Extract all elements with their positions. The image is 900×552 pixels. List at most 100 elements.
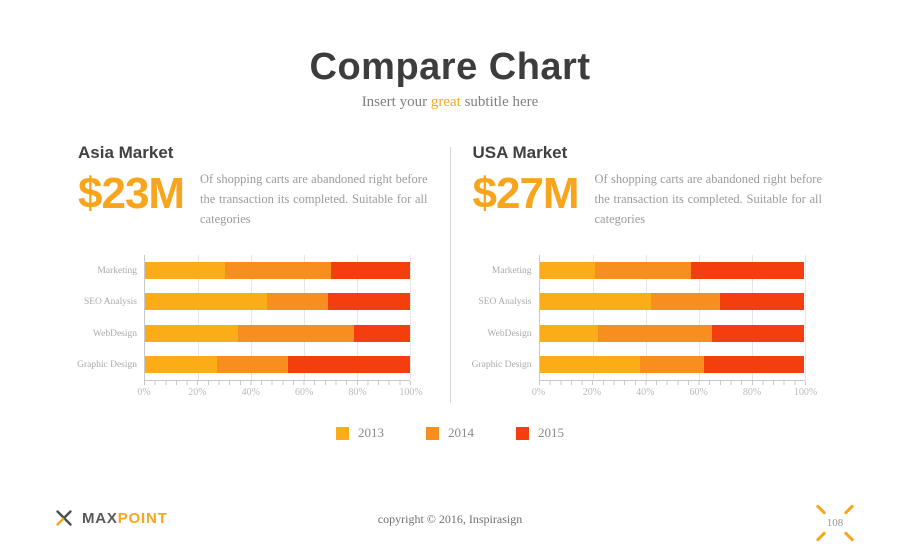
category-label: Marketing bbox=[491, 265, 532, 276]
plot-area bbox=[538, 255, 806, 381]
section-heading: USA Market bbox=[472, 143, 568, 162]
x-axis-labels: 0% 20% 40% 60% 80% 100% bbox=[532, 387, 817, 403]
stat-description: Of shopping carts are abandoned right be… bbox=[594, 172, 823, 226]
category-labels: Marketing SEO Analysis WebDesign Graphic De… bbox=[77, 255, 144, 381]
bar-segment-2014 bbox=[237, 324, 355, 342]
stat-value: $27M bbox=[472, 169, 580, 218]
bar-segment-2013 bbox=[145, 355, 217, 373]
category-label: WebDesign bbox=[92, 328, 137, 339]
bar-segment-2013 bbox=[539, 262, 596, 280]
legend-swatch-icon bbox=[426, 426, 439, 440]
gridline bbox=[198, 255, 199, 380]
axis-tick-label: 100% bbox=[793, 387, 818, 398]
page-number: 108 bbox=[826, 517, 844, 529]
bar-segment-2013 bbox=[145, 293, 267, 311]
gridline bbox=[645, 255, 647, 380]
bar-segment-2013 bbox=[539, 293, 651, 311]
stat-description: Of shopping carts are abandoned right be… bbox=[200, 172, 428, 226]
bar-segment-2015 bbox=[327, 293, 410, 311]
stat-row: $23M Of shopping carts are abandoned rig… bbox=[78, 169, 428, 229]
axis-tick-label: 0% bbox=[137, 387, 151, 398]
legend-label: 2013 bbox=[358, 425, 384, 440]
bar-segment-2013 bbox=[145, 324, 238, 342]
gridline bbox=[592, 255, 594, 380]
axis-tick-label: 80% bbox=[742, 387, 762, 398]
chart-legend: 2013 2014 2015 bbox=[0, 425, 900, 441]
axis-tick-label: 20% bbox=[188, 387, 207, 398]
category-label: SEO Analysis bbox=[478, 297, 532, 308]
axis-tick-label: 60% bbox=[689, 387, 708, 398]
asia-market-section: Asia Market $23M Of shopping carts are a… bbox=[72, 143, 434, 403]
axis-tick-label: 100% bbox=[399, 387, 423, 398]
bar-segment-2015 bbox=[354, 324, 410, 342]
axis-tick-label: 0% bbox=[531, 387, 546, 398]
gridline bbox=[751, 255, 753, 380]
legend-item: 2013 bbox=[336, 425, 384, 441]
axis-tick-marks bbox=[538, 381, 806, 385]
stacked-bar bbox=[145, 262, 410, 280]
axis-tick-marks bbox=[144, 381, 411, 385]
page-title: Compare Chart bbox=[309, 46, 591, 88]
badge-ray-icon bbox=[843, 531, 855, 542]
bar-segment-2015 bbox=[719, 293, 805, 311]
bar-segment-2013 bbox=[539, 324, 598, 342]
axis-tick-label: 40% bbox=[636, 387, 655, 398]
section-divider bbox=[449, 147, 451, 403]
bar-segment-2014 bbox=[595, 262, 691, 280]
stacked-bar bbox=[539, 262, 805, 280]
legend-item: 2015 bbox=[516, 425, 564, 441]
axis-tick-label: 20% bbox=[582, 387, 602, 398]
category-label: WebDesign bbox=[487, 328, 532, 339]
page-subtitle: Insert your great subtitle here bbox=[0, 94, 900, 111]
category-label: Graphic Design bbox=[471, 360, 532, 371]
legend-swatch-icon bbox=[516, 426, 529, 440]
category-label: Marketing bbox=[97, 265, 137, 276]
bar-segment-2014 bbox=[650, 293, 720, 311]
x-axis-labels: 0% 20% 40% 60% 80% 100% bbox=[137, 387, 422, 403]
chart-body: Marketing SEO Analysis WebDesign Graphic De… bbox=[471, 255, 823, 381]
gridline bbox=[698, 255, 700, 380]
badge-ray-icon bbox=[815, 531, 827, 542]
usa-market-chart: Marketing SEO Analysis WebDesign Graphic De… bbox=[471, 255, 823, 403]
content-area: Asia Market $23M Of shopping carts are a… bbox=[0, 143, 900, 403]
legend-label: 2014 bbox=[448, 425, 474, 440]
stat-row: $27M Of shopping carts are abandoned rig… bbox=[473, 169, 823, 229]
category-label: SEO Analysis bbox=[83, 297, 137, 308]
stacked-bar bbox=[145, 293, 410, 311]
subtitle-highlight: great bbox=[430, 94, 461, 110]
legend-swatch-icon bbox=[336, 426, 349, 440]
stacked-bar bbox=[539, 355, 805, 373]
gridline bbox=[304, 255, 305, 380]
stat-value: $23M bbox=[78, 169, 185, 218]
page-number-badge: 108 bbox=[812, 500, 858, 546]
gridline bbox=[251, 255, 252, 380]
chart-body: Marketing SEO Analysis WebDesign Graphic De… bbox=[77, 255, 428, 381]
category-labels: Marketing SEO Analysis WebDesign Graphic De… bbox=[471, 255, 539, 381]
copyright-text: copyright © 2016, Inspirasign bbox=[377, 512, 523, 526]
stacked-bar bbox=[145, 355, 410, 373]
legend-item: 2014 bbox=[426, 425, 474, 441]
asia-market-chart: Marketing SEO Analysis WebDesign Graphic De… bbox=[77, 255, 428, 403]
bar-segment-2015 bbox=[288, 355, 410, 373]
subtitle-text: Insert your bbox=[361, 94, 431, 110]
category-label: Graphic Design bbox=[77, 360, 137, 371]
bar-segment-2013 bbox=[539, 355, 641, 373]
axis-tick-label: 80% bbox=[348, 387, 367, 398]
bar-segment-2015 bbox=[690, 262, 805, 280]
bar-segment-2013 bbox=[145, 262, 225, 280]
bar-segment-2014 bbox=[224, 262, 331, 280]
bar-segment-2014 bbox=[266, 293, 328, 311]
gridline bbox=[410, 255, 411, 380]
bar-segment-2014 bbox=[640, 355, 704, 373]
chart-rows bbox=[145, 255, 410, 380]
bar-segment-2015 bbox=[330, 262, 410, 280]
stacked-bar bbox=[145, 324, 410, 342]
legend-label: 2015 bbox=[538, 425, 564, 440]
subtitle-text: subtitle here bbox=[460, 94, 539, 110]
section-heading: Asia Market bbox=[78, 143, 174, 162]
bar-segment-2015 bbox=[703, 355, 805, 373]
bar-segment-2014 bbox=[597, 324, 712, 342]
axis-tick-label: 60% bbox=[295, 387, 314, 398]
stacked-bar bbox=[539, 324, 805, 342]
footer: MAXPOINT copyright © 2016, Inspirasign 1… bbox=[0, 500, 900, 542]
